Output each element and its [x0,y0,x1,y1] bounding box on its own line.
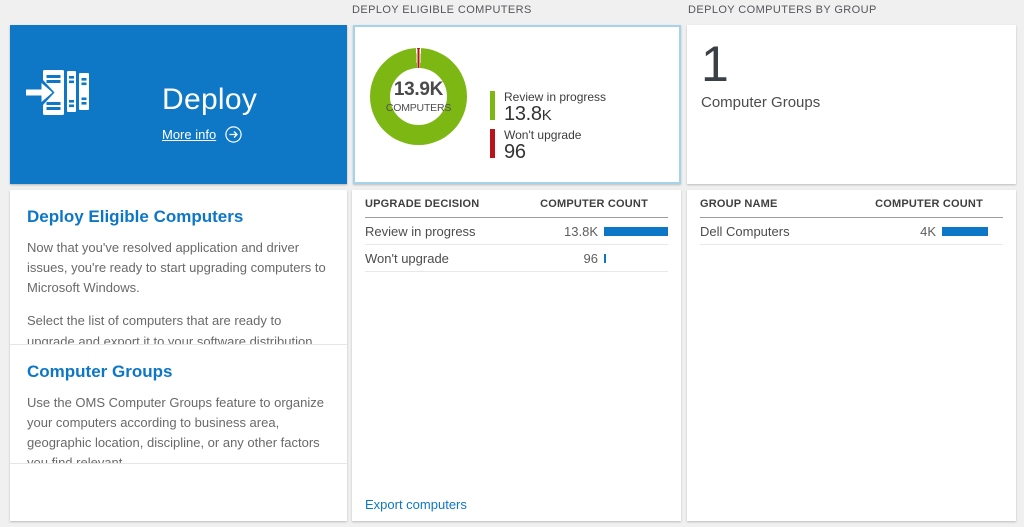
legend-item-review-in-progress: Review in progress 13.8K [490,90,607,126]
row-label: Review in progress [365,223,476,239]
column-header-group-name: GROUP NAME [700,197,778,210]
count-bar [604,226,668,236]
row-value: 13.8K [564,223,598,239]
legend-label: Won't upgrade [504,128,582,143]
deploy-tile[interactable]: Deploy More info [10,25,347,184]
row-value: 4K [920,223,936,239]
info-section-empty [10,463,347,521]
count-bar [942,226,988,236]
donut-center-label: COMPUTERS [385,102,452,114]
column-header-computer-count: COMPUTER COUNT [875,197,983,210]
info-heading-deploy-eligible-computers: Deploy Eligible Computers [27,207,244,226]
section-header-deploy-computers-by-group: DEPLOY COMPUTERS BY GROUP [688,4,877,16]
donut-center: 13.9K COMPUTERS [386,68,451,125]
row-value: 96 [583,250,598,266]
legend-label: Review in progress [504,90,607,104]
table-row-wont-upgrade[interactable]: Won't upgrade 96 [365,245,668,272]
info-paragraph: Use the OMS Computer Groups feature to o… [27,395,324,463]
deploy-books-arrow-icon [26,70,89,115]
legend-value: 13.8K [504,103,552,126]
upgrade-decision-table: UPGRADE DECISION COMPUTER COUNT Review i… [352,190,681,521]
info-paragraph: Now that you've resolved application and… [27,240,326,296]
row-bar-zone [604,226,668,236]
computer-groups-summary-card: 1 Computer Groups [687,25,1016,184]
export-computers-link[interactable]: Export computers [365,497,467,512]
computers-donut-chart[interactable]: 13.9K COMPUTERS [370,48,467,145]
deploy-info-card: Deploy Eligible Computers Now that you'v… [10,190,347,521]
column-header-computer-count: COMPUTER COUNT [540,197,648,210]
computer-groups-count: 1 [701,36,729,92]
deploy-tile-title: Deploy [162,83,258,116]
table-header-row: GROUP NAME COMPUTER COUNT [700,190,1003,218]
info-heading-computer-groups: Computer Groups [27,362,173,381]
legend-swatch-green [490,91,495,120]
info-section-deploy-eligible: Deploy Eligible Computers Now that you'v… [10,190,347,344]
row-bar-zone [604,253,668,263]
row-label: Won't upgrade [365,250,449,266]
legend-value: 96 [504,141,526,164]
section-header-deploy-eligible-computers: DEPLOY ELIGIBLE COMPUTERS [352,4,532,16]
more-info-link[interactable]: More info [162,126,242,143]
info-paragraph: Select the list of computers that are re… [27,313,313,344]
table-header-row: UPGRADE DECISION COMPUTER COUNT [365,190,668,218]
column-header-upgrade-decision: UPGRADE DECISION [365,197,480,210]
computer-groups-table: GROUP NAME COMPUTER COUNT Dell Computers… [687,190,1016,521]
info-section-computer-groups: Computer Groups Use the OMS Computer Gro… [10,344,347,463]
arrow-right-circle-icon [225,126,242,143]
table-row-review-in-progress[interactable]: Review in progress 13.8K [365,218,668,245]
donut-center-value: 13.9K [393,79,444,100]
donut-legend: Review in progress 13.8K Won't upgrade 9… [490,90,607,164]
more-info-label: More info [162,127,217,142]
row-label: Dell Computers [700,223,790,239]
count-bar [604,253,606,263]
row-bar-zone [942,226,988,236]
legend-item-wont-upgrade: Won't upgrade 96 [490,128,606,164]
legend-swatch-red [490,129,495,159]
eligible-computers-donut-card[interactable]: 13.9K COMPUTERS Review in progress 13.8K… [353,25,681,184]
computer-groups-label: Computer Groups [701,94,821,111]
table-row-dell-computers[interactable]: Dell Computers 4K [700,218,1003,245]
